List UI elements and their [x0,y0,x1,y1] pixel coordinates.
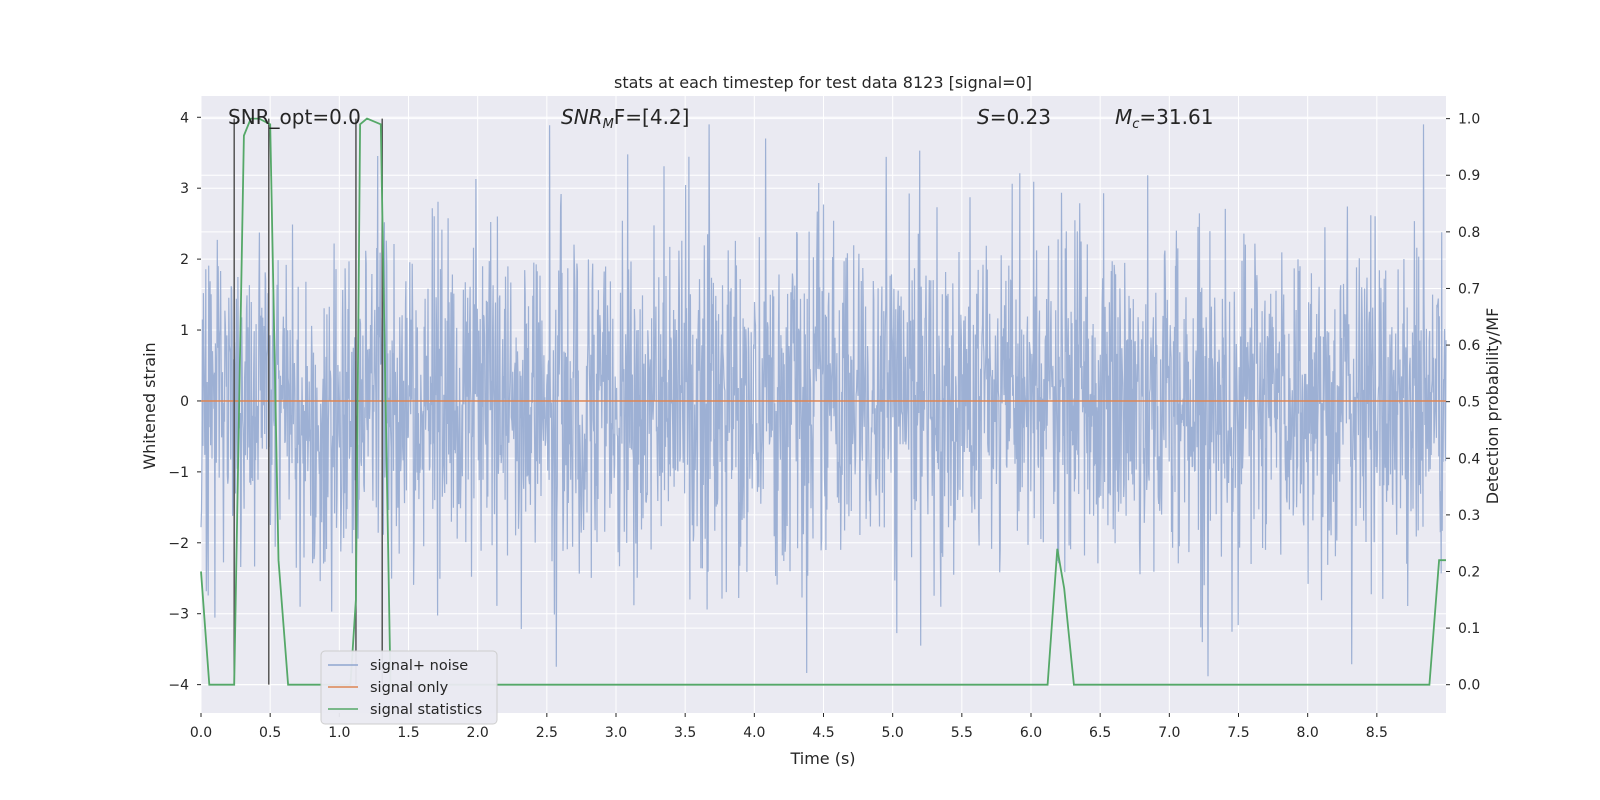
s-prefix: S [977,105,990,129]
x-ticks: 0.0 0.5 1.0 1.5 2.0 2.5 3.0 3.5 4.0 4.5 5.0 5.5 6.0 6… [190,713,1388,741]
x-tick-label: 5.5 [951,725,973,741]
x-tick-label: 1.5 [397,725,419,741]
x-tick-label: 3.0 [605,725,627,741]
statistics-line [200,117,1446,686]
snr-opt-annotation: SNR_opt=0.0 [228,105,361,129]
y-tick-label-right: 0.3 [1458,508,1480,524]
y-tick-label-right: 0.2 [1458,564,1480,580]
x-tick-label: 8.5 [1366,725,1388,741]
y-tick-label-right: 0.0 [1458,678,1480,694]
y-tick-label-left: −4 [168,678,189,694]
y-axis-label-left: Whitened strain [140,342,159,469]
x-tick-label: 2.0 [467,725,489,741]
snr-mf-annotation: SNRMF=[4.2] [561,105,689,132]
mc-value: =31.61 [1139,105,1213,129]
x-tick-label: 6.5 [1089,725,1111,741]
x-tick-label: 8.0 [1297,725,1319,741]
x-tick-label: 7.5 [1227,725,1249,741]
x-tick-label: 4.0 [743,725,765,741]
y-tick-label-right: 0.6 [1458,338,1480,354]
y-axis-label-right: Detection probability/MF [1483,308,1502,505]
y-tick-label-right: 0.8 [1458,225,1480,241]
snr-mf-subscript: M [603,117,614,132]
x-axis-label: Time (s) [789,749,855,768]
x-tick-label: 5.0 [882,725,904,741]
snr-mf-prefix: SNR [561,105,603,129]
mc-annotation: Mc=31.61 [1115,105,1213,132]
y-tick-label-left: 3 [180,181,189,197]
y-tick-label-right: 1.0 [1458,112,1480,128]
y-tick-label-right: 0.4 [1458,451,1480,467]
mc-subscript: c [1132,117,1139,132]
y-tick-label-right: 0.7 [1458,281,1480,297]
y-tick-label-left: 4 [180,110,189,126]
x-tick-label: 7.0 [1158,725,1180,741]
y-tick-label-left: −2 [168,536,189,552]
mc-prefix: M [1115,105,1132,129]
x-tick-label: 4.5 [812,725,834,741]
y-ticks-left: 4 3 2 1 0 −1 −2 −3 −4 [168,110,201,694]
legend-label-statistics: signal statistics [370,702,482,718]
y-tick-label-right: 0.5 [1458,395,1480,411]
s-value: =0.23 [990,105,1051,129]
noise-series [200,124,1447,677]
legend: signal+ noise signal only signal statist… [320,650,498,725]
y-tick-label-left: −3 [168,607,189,623]
x-tick-label: 0.0 [190,725,212,741]
x-tick-label: 6.0 [1020,725,1042,741]
statistics-series [200,117,1446,686]
x-tick-label: 3.5 [674,725,696,741]
noise-trace [200,124,1447,677]
y-tick-label-left: 0 [180,394,189,410]
y-tick-label-left: −1 [168,465,189,481]
y-tick-label-right: 0.1 [1458,621,1480,637]
y-tick-label-left: 1 [180,323,189,339]
x-tick-label: 1.0 [328,725,350,741]
y-ticks-right: 1.0 0.9 0.8 0.7 0.6 0.5 0.4 0.3 0.2 0.1 0.0 [1446,112,1480,694]
legend-label-signal: signal only [370,680,449,696]
y-tick-label-right: 0.9 [1458,168,1480,184]
snr-mf-value: F=[4.2] [614,105,690,129]
s-annotation: S=0.23 [977,105,1051,129]
legend-box [320,650,498,725]
y-tick-label-left: 2 [180,252,189,268]
legend-label-noise: signal+ noise [370,658,468,674]
x-tick-label: 2.5 [536,725,558,741]
chart-title: stats at each timestep for test data 812… [614,73,1032,92]
x-tick-label: 0.5 [259,725,281,741]
